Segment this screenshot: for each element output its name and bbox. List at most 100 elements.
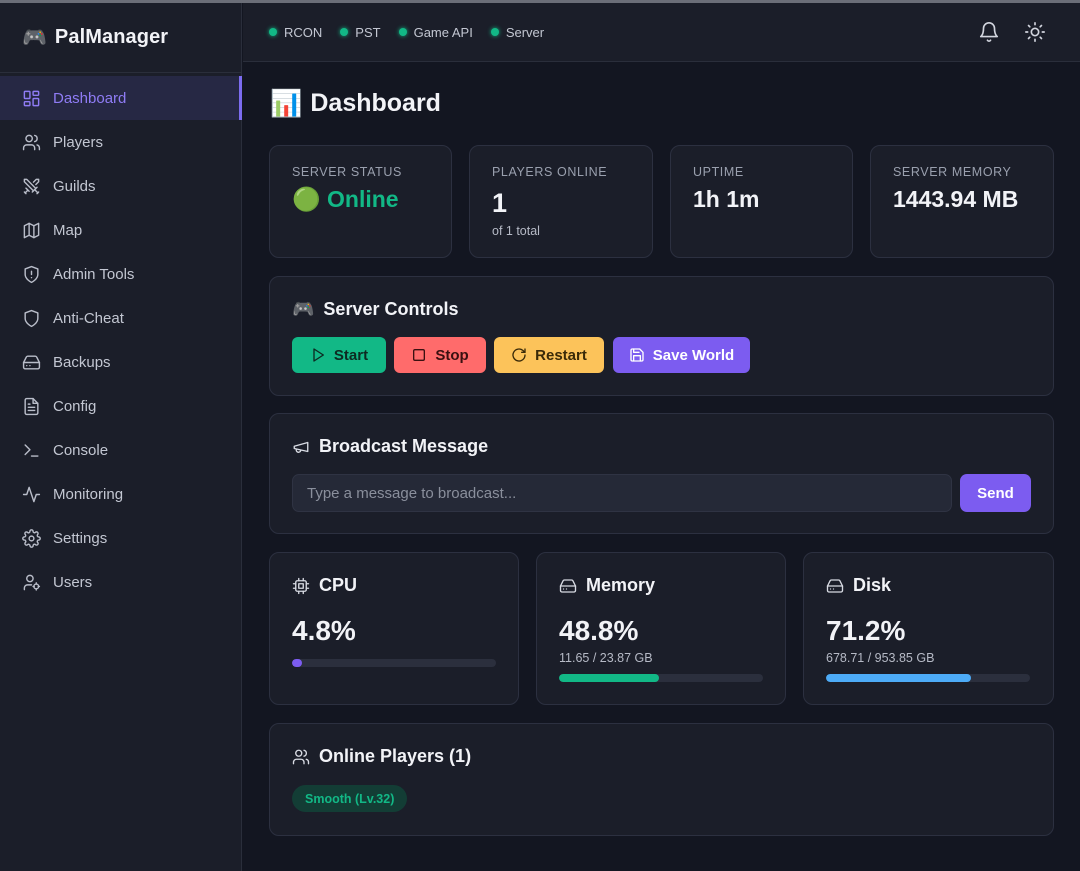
sidebar-item-label: Config	[53, 397, 97, 415]
button-label: Save World	[652, 346, 735, 364]
sidebar-item-settings[interactable]: Settings	[0, 516, 241, 560]
section-title: Memory	[559, 575, 655, 596]
section-title: Broadcast Message	[292, 436, 488, 457]
save-icon	[630, 348, 644, 362]
brand[interactable]: 🎮 PalManager	[0, 3, 241, 73]
terminal-icon	[24, 443, 39, 457]
save-world-button[interactable]: Save World	[613, 337, 750, 373]
stat-card-server-memory: SERVER MEMORY 1443.94 MB	[870, 145, 1054, 258]
sidebar-item-monitoring[interactable]: Monitoring	[0, 472, 241, 516]
status-label: Game API	[413, 24, 473, 40]
users-icon	[22, 134, 41, 150]
button-label: Restart	[535, 346, 587, 364]
memory-progress-fill	[559, 674, 659, 682]
section-title: Disk	[826, 575, 891, 596]
sidebar-item-players[interactable]: Players	[0, 120, 241, 164]
section-title-text: CPU	[319, 575, 358, 595]
button-label: Start	[333, 346, 369, 364]
sidebar-item-admin-tools[interactable]: Admin Tools	[0, 252, 241, 296]
bell-icon	[979, 22, 999, 42]
top-header: RCON PST Game API Server	[243, 3, 1080, 62]
notifications-button[interactable]	[978, 21, 1000, 43]
sidebar-item-guilds[interactable]: Guilds	[0, 164, 241, 208]
metric-value: 4.8%	[292, 615, 356, 646]
sun-icon	[1025, 22, 1045, 42]
window-top-edge	[0, 0, 1080, 3]
status-dot-icon	[340, 28, 349, 36]
stat-sub: of 1 total	[492, 224, 540, 238]
server-controls-card: 🎮 Server Controls Start Stop Restart Sav…	[269, 276, 1054, 396]
stat-label: SERVER STATUS	[292, 165, 402, 179]
hard-drive-icon	[826, 578, 844, 593]
stat-label: PLAYERS ONLINE	[492, 165, 608, 179]
chart-emoji-icon: 📊	[270, 87, 303, 118]
megaphone-icon	[293, 441, 309, 453]
restart-button[interactable]: Restart	[494, 337, 604, 373]
stat-card-players-online: PLAYERS ONLINE 1 of 1 total	[469, 145, 653, 258]
metric-card-disk: Disk 71.2% 678.71 / 953.85 GB	[803, 552, 1054, 705]
send-button[interactable]: Send	[960, 474, 1031, 512]
square-icon	[413, 349, 426, 361]
sidebar-item-label: Settings	[53, 529, 108, 547]
shield-icon	[24, 309, 39, 327]
status-pst: PST	[340, 24, 381, 40]
status-dot-icon	[490, 28, 499, 36]
gamepad-logo-icon: 🎮	[22, 26, 47, 49]
sidebar-item-label: Players	[53, 133, 104, 151]
sidebar-item-label: Console	[53, 441, 109, 459]
page-title-text: Dashboard	[310, 88, 441, 117]
sidebar-item-config[interactable]: Config	[0, 384, 241, 428]
users-icon	[292, 749, 310, 764]
swords-icon	[23, 178, 40, 194]
stat-value: 1h 1m	[693, 186, 760, 212]
sidebar-item-label: Map	[53, 221, 83, 239]
section-title-text: Memory	[586, 575, 656, 595]
sidebar-item-label: Users	[53, 573, 93, 591]
disk-progress-bar	[826, 674, 1030, 682]
sidebar-item-users[interactable]: Users	[0, 560, 241, 604]
status-rcon: RCON	[269, 25, 322, 40]
metric-card-cpu: CPU 4.8%	[269, 552, 519, 705]
sidebar-item-label: Monitoring	[53, 485, 124, 503]
dashboard-icon	[23, 90, 40, 106]
sidebar-item-backups[interactable]: Backups	[0, 340, 241, 384]
map-icon	[23, 222, 40, 238]
sidebar-nav: Dashboard Players Guilds Map Admin Tools…	[0, 73, 242, 604]
green-circle-icon: 🟢	[292, 186, 321, 212]
sidebar-item-dashboard[interactable]: Dashboard	[0, 76, 242, 120]
sidebar-item-map[interactable]: Map	[0, 208, 241, 252]
player-chip[interactable]: Smooth (Lv.32)	[292, 785, 408, 812]
stat-value: 1443.94 MB	[893, 186, 1019, 212]
status-dot-icon	[398, 28, 407, 36]
sidebar-item-label: Admin Tools	[53, 265, 135, 283]
sidebar-item-label: Guilds	[53, 177, 96, 195]
disk-progress-fill	[826, 674, 972, 682]
metric-sub: 678.71 / 953.85 GB	[826, 651, 935, 665]
hard-drive-icon	[22, 354, 41, 370]
cpu-progress-fill	[292, 659, 302, 667]
section-title: Online Players (1)	[292, 746, 471, 767]
activity-icon	[22, 486, 41, 502]
cpu-icon	[292, 577, 310, 594]
stat-value: 1	[492, 188, 508, 218]
status-label: PST	[355, 24, 381, 40]
cpu-progress-bar	[292, 659, 496, 667]
sidebar-item-console[interactable]: Console	[0, 428, 241, 472]
stop-button[interactable]: Stop	[394, 337, 486, 373]
metric-value: 71.2%	[826, 615, 906, 646]
metric-sub: 11.65 / 23.87 GB	[559, 651, 653, 665]
sidebar-item-label: Dashboard	[53, 89, 127, 107]
broadcast-message-input[interactable]	[292, 474, 952, 512]
gamepad-emoji-icon: 🎮	[292, 299, 315, 319]
button-label: Stop	[435, 346, 469, 364]
section-title: 🎮 Server Controls	[292, 299, 458, 320]
stat-label: UPTIME	[693, 165, 744, 179]
section-title-text: Online Players (1)	[319, 746, 472, 766]
start-button[interactable]: Start	[292, 337, 386, 373]
theme-toggle-button[interactable]	[1024, 21, 1046, 43]
stat-label: SERVER MEMORY	[893, 165, 1012, 179]
sidebar: 🎮 PalManager Dashboard Players Guilds Ma…	[0, 3, 242, 871]
sidebar-item-anti-cheat[interactable]: Anti-Cheat	[0, 296, 241, 340]
sidebar-item-label: Backups	[53, 353, 111, 371]
status-label: RCON	[284, 24, 323, 40]
